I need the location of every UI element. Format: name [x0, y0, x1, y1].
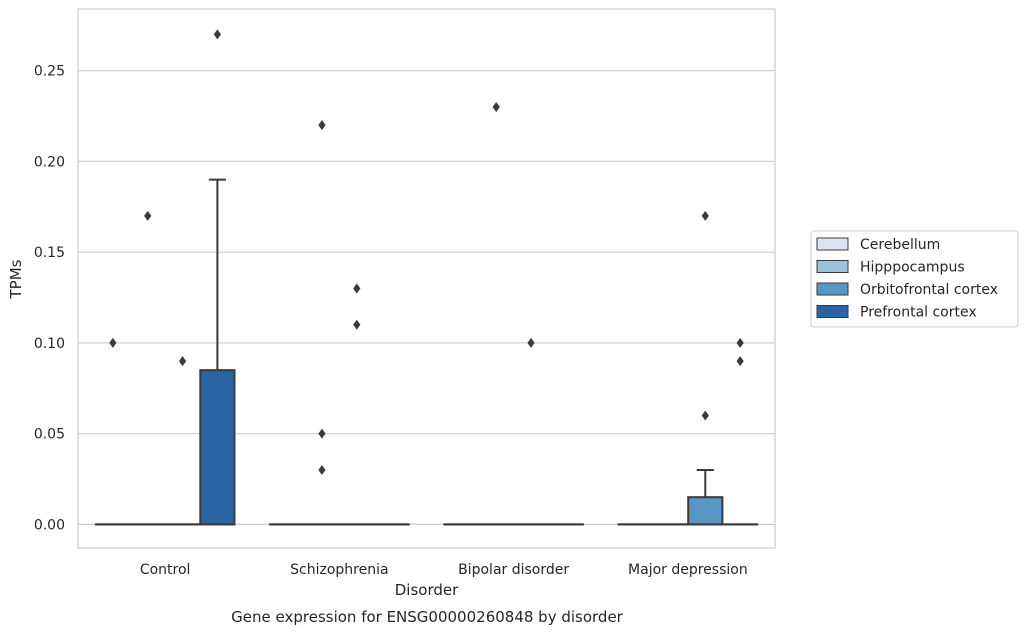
- outlier-point: [736, 337, 744, 348]
- box-group: [512, 337, 550, 526]
- outlier-point: [144, 210, 152, 221]
- box-group: [303, 120, 341, 526]
- box-group: [164, 356, 201, 526]
- outlier-point: [213, 29, 221, 40]
- box-group: [687, 210, 724, 526]
- x-tick-label: Bipolar disorder: [458, 562, 569, 578]
- box-plot-boxes: [94, 29, 759, 526]
- outlier-point: [527, 337, 535, 348]
- outlier-point: [701, 410, 709, 421]
- box-group: [129, 210, 166, 526]
- box-group: [94, 337, 131, 526]
- legend-swatch: [816, 237, 849, 251]
- legend-swatch: [816, 282, 849, 296]
- x-tick-label: Schizophrenia: [290, 562, 388, 578]
- box-group: [338, 283, 375, 526]
- legend-label: Hipppocampus: [860, 260, 965, 276]
- x-axis-ticks: Control Schizophrenia Bipolar disorder Majo…: [140, 562, 748, 578]
- outlier-point: [318, 464, 326, 475]
- legend: Cerebellum Hipppocampus Orbitofrontal cort…: [810, 230, 1019, 328]
- legend-label: Prefrontal cortex: [860, 305, 977, 321]
- box: [199, 369, 236, 526]
- legend-label: Cerebellum: [860, 237, 940, 253]
- outlier-point: [318, 428, 326, 439]
- outlier-point: [736, 356, 744, 367]
- legend-label: Orbitofrontal cortex: [860, 282, 998, 298]
- outlier-point: [353, 283, 361, 294]
- y-tick-label: 0.00: [34, 517, 65, 533]
- y-tick-label: 0.25: [34, 64, 65, 80]
- y-tick-label: 0.10: [34, 336, 65, 352]
- box-group: [478, 102, 515, 526]
- box: [687, 496, 724, 526]
- x-axis-label: Disorder: [395, 581, 459, 599]
- legend-frame: [810, 230, 1019, 328]
- y-axis-ticks: 0.00 0.05 0.10 0.15 0.20 0.25: [34, 64, 65, 534]
- x-tick-label: Major depression: [628, 562, 748, 578]
- outlier-point: [178, 356, 187, 367]
- x-tick-label: Control: [140, 562, 191, 578]
- legend-swatch: [816, 305, 849, 318]
- outlier-point: [109, 337, 117, 348]
- outlier-point: [701, 210, 709, 221]
- outlier-point: [353, 319, 361, 330]
- grid-lines: [78, 70, 775, 526]
- y-tick-label: 0.05: [34, 427, 65, 443]
- y-axis-label: TPMs: [7, 259, 25, 299]
- plot-frame: [77, 8, 776, 549]
- legend-swatch: [816, 260, 849, 273]
- outlier-point: [318, 120, 326, 131]
- box-group: [199, 29, 236, 526]
- y-tick-label: 0.20: [34, 154, 65, 170]
- outlier-point: [492, 102, 500, 112]
- y-tick-label: 0.15: [34, 245, 65, 261]
- chart-caption: Gene expression for ENSG00000260848 by d…: [231, 608, 624, 626]
- box-group: [722, 337, 759, 526]
